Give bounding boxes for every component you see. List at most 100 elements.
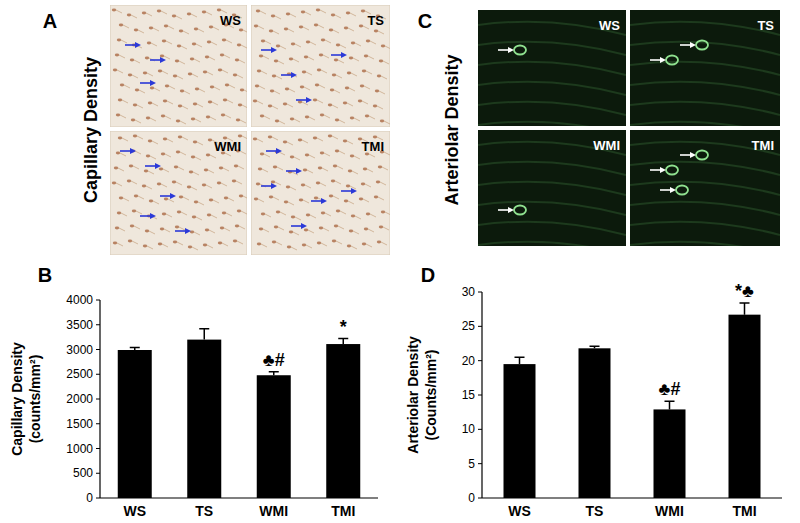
speck: [175, 60, 179, 63]
speck: [349, 57, 353, 60]
speck: [314, 24, 318, 27]
speck: [359, 25, 363, 28]
arrow-head: [508, 47, 514, 53]
cell-border: [134, 60, 140, 63]
cell-border: [290, 187, 296, 190]
speck: [187, 186, 191, 189]
cell-border: [211, 42, 217, 45]
speck: [301, 11, 305, 14]
cell-border: [240, 120, 246, 123]
cell-border: [325, 213, 331, 216]
speck: [237, 44, 241, 47]
arrow-head: [508, 207, 514, 213]
speck: [179, 30, 183, 33]
y-axis-label-line: (Counts/mm²): [423, 350, 439, 441]
speck: [234, 165, 238, 168]
cell-border: [293, 59, 299, 62]
speck: [189, 171, 193, 174]
image-label: WS: [220, 13, 241, 28]
image-label: TMI: [752, 138, 774, 153]
speck: [283, 103, 287, 106]
micrograph: [478, 130, 626, 246]
cell-border: [242, 136, 247, 139]
speck: [364, 228, 368, 231]
speck: [302, 71, 306, 74]
speck: [303, 169, 307, 172]
cell-border: [303, 27, 309, 30]
cell-border: [325, 40, 331, 43]
cell-border: [309, 117, 315, 120]
speck: [146, 117, 150, 120]
cell-border: [226, 213, 232, 216]
speck: [366, 40, 370, 43]
image-background: [630, 130, 780, 246]
speck: [359, 198, 363, 201]
bar: [654, 409, 686, 498]
cell-border: [244, 90, 247, 93]
cell-border: [367, 169, 373, 172]
cell-border: [243, 196, 247, 199]
y-tick: [96, 399, 100, 400]
speck: [257, 243, 261, 246]
cell-border: [179, 227, 185, 230]
speck: [113, 242, 117, 245]
speck: [336, 210, 340, 213]
cell-border: [368, 56, 374, 59]
speck: [329, 29, 333, 32]
speck: [272, 75, 276, 78]
speck: [221, 114, 225, 117]
cell-border: [364, 86, 370, 89]
speck: [205, 56, 209, 59]
cell-border: [122, 100, 128, 103]
bar: [579, 348, 611, 498]
cell-border: [321, 243, 327, 246]
cell-border: [310, 42, 316, 45]
cell-border: [384, 152, 390, 155]
tissue-fiber: [478, 122, 626, 126]
y-tick-label: 15: [462, 388, 476, 402]
cell-border: [119, 228, 125, 231]
speck: [361, 10, 365, 13]
cell-border: [241, 211, 247, 214]
cell-border: [274, 91, 280, 94]
speck: [316, 9, 320, 12]
speck: [194, 201, 198, 204]
arrow-head: [660, 57, 666, 63]
y-tick: [478, 498, 482, 499]
image-background: [478, 10, 626, 126]
speck: [274, 226, 278, 229]
cell-border: [166, 214, 172, 217]
y-axis-label: Arteriolar Density(Counts/mm²): [405, 336, 439, 454]
tissue-fiber: [478, 62, 626, 75]
cell-border: [181, 46, 187, 49]
y-tick-label: 2500: [66, 367, 93, 381]
cell-border: [198, 29, 204, 32]
speck: [347, 72, 351, 75]
speck: [132, 210, 136, 213]
speck: [291, 216, 295, 219]
speck: [276, 45, 280, 48]
speck: [158, 243, 162, 246]
cell-border: [236, 181, 242, 184]
speck: [256, 183, 260, 186]
cell-border: [307, 170, 313, 173]
y-tick-label: 5: [468, 457, 475, 471]
cell-border: [365, 184, 371, 187]
speck: [306, 41, 310, 44]
cell-border: [303, 200, 309, 203]
speck: [346, 185, 350, 188]
speck: [336, 44, 340, 47]
cell-border: [262, 169, 268, 172]
cell-border: [306, 72, 312, 75]
speck: [329, 195, 333, 198]
cell-border: [337, 166, 343, 169]
cell-border: [162, 244, 168, 247]
y-tick-label: 1000: [66, 442, 93, 456]
speck: [220, 54, 224, 57]
speck: [119, 197, 123, 200]
speck: [177, 211, 181, 214]
speck: [164, 25, 168, 28]
cell-border: [225, 115, 231, 118]
cell-border: [192, 247, 198, 250]
speck: [208, 101, 212, 104]
